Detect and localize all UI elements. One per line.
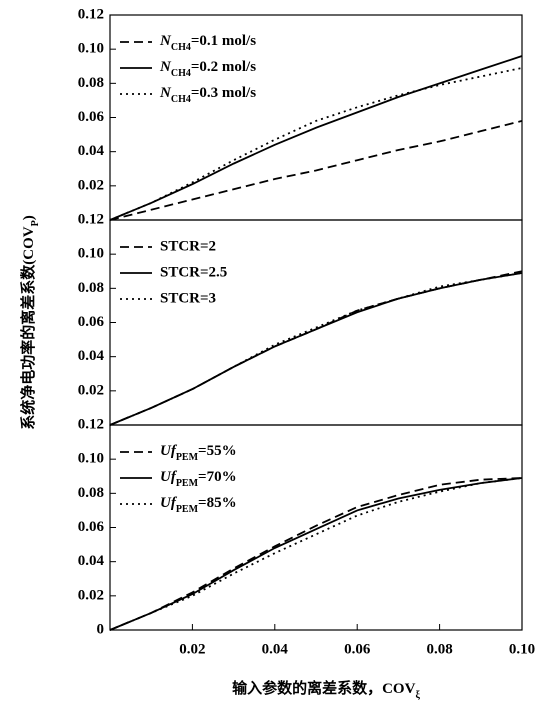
x-tick-label: 0.10 xyxy=(509,641,535,657)
text-part: N xyxy=(159,33,172,49)
series-line xyxy=(109,477,523,631)
series-line xyxy=(109,272,523,426)
y-tick-label: 0.02 xyxy=(78,382,104,398)
series-line xyxy=(109,477,523,631)
y-tick-label: 0 xyxy=(97,621,105,637)
y-tick-label: 0.04 xyxy=(78,553,105,569)
text-part: =0.1 mol/s xyxy=(191,33,256,49)
series-line xyxy=(109,272,523,426)
y-tick-label: 0.10 xyxy=(78,451,104,467)
series-line xyxy=(109,477,523,631)
text-part: N xyxy=(159,85,172,101)
text-part: CH4 xyxy=(171,42,191,53)
text-part: ) xyxy=(21,215,37,220)
legend-label: STCR=2.5 xyxy=(160,264,227,280)
text-part: =85% xyxy=(198,495,237,511)
text-part: ξ xyxy=(415,690,420,701)
text-part: =55% xyxy=(198,443,237,459)
legend-label: UfPEM=70% xyxy=(160,469,237,488)
y-tick-label: 0.06 xyxy=(78,314,105,330)
text-part: Uf xyxy=(160,469,178,485)
x-axis-label: 输入参数的离差系数，COVξ xyxy=(232,679,420,700)
legend-label: NCH4=0.1 mol/s xyxy=(159,33,256,52)
legend-label: UfPEM=85% xyxy=(160,495,237,514)
x-tick-label: 0.04 xyxy=(262,641,289,657)
text-part: PEM xyxy=(176,478,199,489)
text-part: 系统净电功率的离差系数(COV xyxy=(19,226,37,429)
y-axis-label: 系统净电功率的离差系数(COVP) xyxy=(19,215,40,429)
legend-label: NCH4=0.2 mol/s xyxy=(159,59,256,78)
text-part: N xyxy=(159,59,172,75)
y-tick-label: 0.08 xyxy=(78,485,104,501)
y-tick-label: 0.02 xyxy=(78,587,104,603)
text-part: PEM xyxy=(176,504,199,515)
x-tick-label: 0.08 xyxy=(426,641,452,657)
text-part: =70% xyxy=(198,469,237,485)
text-part: 输入参数的离差系数，COV xyxy=(232,679,416,697)
text-part: PEM xyxy=(176,452,199,463)
y-tick-label: 0.08 xyxy=(78,75,104,91)
text-part: CH4 xyxy=(171,68,191,79)
y-tick-label: 0.12 xyxy=(78,416,104,432)
text-part: =0.2 mol/s xyxy=(191,59,256,75)
y-tick-label: 0.06 xyxy=(78,519,105,535)
text-part: P xyxy=(30,220,41,226)
text-part: Uf xyxy=(160,495,178,511)
y-tick-label: 0.02 xyxy=(78,177,104,193)
y-tick-label: 0.12 xyxy=(78,211,104,227)
y-tick-label: 0.06 xyxy=(78,109,105,125)
y-tick-label: 0.08 xyxy=(78,280,104,296)
legend-label: STCR=2 xyxy=(160,238,216,254)
y-tick-label: 0.10 xyxy=(78,41,104,57)
y-tick-label: 0.04 xyxy=(78,143,105,159)
x-tick-label: 0.06 xyxy=(344,641,371,657)
x-tick-label: 0.02 xyxy=(179,641,205,657)
series-line xyxy=(109,55,523,221)
y-tick-label: 0.12 xyxy=(78,6,104,22)
y-tick-label: 0.04 xyxy=(78,348,105,364)
series-line xyxy=(109,120,523,221)
text-part: Uf xyxy=(160,443,178,459)
text-part: CH4 xyxy=(171,94,191,105)
legend-label: NCH4=0.3 mol/s xyxy=(159,85,256,104)
legend-label: STCR=3 xyxy=(160,290,216,306)
y-tick-label: 0.10 xyxy=(78,246,104,262)
series-line xyxy=(109,67,523,221)
legend-label: UfPEM=55% xyxy=(160,443,237,462)
text-part: =0.3 mol/s xyxy=(191,85,256,101)
